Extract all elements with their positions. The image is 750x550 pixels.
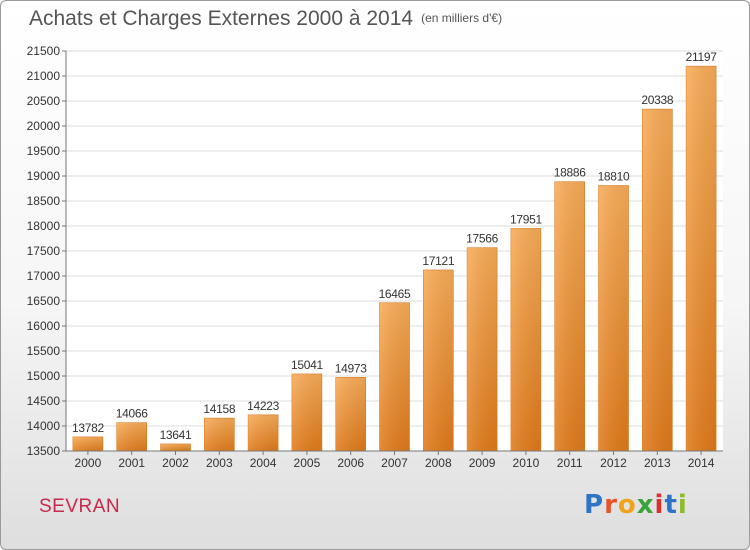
bar-shade bbox=[467, 247, 498, 451]
x-tick-label: 2002 bbox=[162, 456, 189, 470]
chart-title-text: Achats et Charges Externes 2000 à 2014 bbox=[29, 7, 414, 30]
y-tick-label: 18500 bbox=[27, 194, 61, 208]
data-label: 21197 bbox=[686, 50, 718, 64]
x-tick-label: 2008 bbox=[425, 456, 452, 470]
town-name: SEVRAN bbox=[39, 496, 121, 517]
y-tick-label: 14500 bbox=[27, 394, 61, 408]
bar-shade bbox=[116, 422, 147, 451]
y-tick-label: 16500 bbox=[27, 294, 61, 308]
y-tick-label: 15500 bbox=[27, 344, 61, 358]
y-tick-label: 21000 bbox=[27, 69, 61, 83]
y-tick-label: 21500 bbox=[27, 44, 61, 58]
data-label: 17121 bbox=[422, 254, 454, 268]
chart-unit-note: (en milliers d'€) bbox=[421, 11, 503, 25]
y-axis: 13500 14000 14500 15000 15500 16000 16500 17000… bbox=[27, 44, 67, 458]
data-label: 14066 bbox=[116, 407, 148, 421]
data-label: 17566 bbox=[466, 232, 498, 246]
data-label: 17951 bbox=[510, 212, 542, 226]
x-tick-label: 2001 bbox=[118, 456, 145, 470]
bar-shade bbox=[423, 269, 454, 451]
x-tick-label: 2009 bbox=[469, 456, 496, 470]
y-tick-label: 17500 bbox=[27, 244, 61, 258]
proxiti-logo[interactable]: Proxiti bbox=[584, 490, 688, 520]
data-label: 18886 bbox=[554, 166, 586, 180]
bar-shade bbox=[335, 377, 366, 451]
y-tick-label: 18000 bbox=[27, 219, 61, 233]
y-tick-label: 14000 bbox=[27, 419, 61, 433]
x-tick-label: 2011 bbox=[557, 456, 583, 470]
y-tick-label: 16000 bbox=[27, 319, 61, 333]
x-tick-label: 2010 bbox=[513, 456, 540, 470]
y-tick-label: 17000 bbox=[27, 269, 61, 283]
x-tick-label: 2006 bbox=[337, 456, 364, 470]
x-tick-label: 2014 bbox=[688, 456, 715, 470]
x-tick-label: 2004 bbox=[250, 456, 277, 470]
chart-title: Achats et Charges Externes 2000 à 2014 (e… bbox=[29, 7, 502, 31]
bar-shade bbox=[642, 109, 673, 451]
data-label: 18810 bbox=[598, 170, 630, 184]
bar-shade bbox=[248, 414, 279, 451]
y-tick-label: 19000 bbox=[27, 169, 61, 183]
x-tick-label: 2003 bbox=[206, 456, 233, 470]
bar-shade bbox=[379, 302, 410, 451]
bars: 13782 14066 13641 14158 14223 15041 14973 16465… bbox=[72, 50, 718, 452]
bar-shade bbox=[291, 373, 322, 451]
data-label: 20338 bbox=[641, 93, 673, 107]
y-tick-label: 20500 bbox=[27, 94, 61, 108]
x-tick-label: 2007 bbox=[381, 456, 408, 470]
x-axis: 2000 2001 2002 2003 2004 2005 2006 2007 2008 2009… bbox=[66, 450, 723, 470]
bar-shade bbox=[510, 228, 541, 451]
x-tick-label: 2000 bbox=[75, 456, 102, 470]
x-tick-label: 2013 bbox=[644, 456, 671, 470]
data-label: 13782 bbox=[72, 421, 104, 435]
x-tick-label: 2005 bbox=[294, 456, 321, 470]
data-label: 14223 bbox=[247, 399, 279, 413]
bar-shade bbox=[554, 181, 585, 451]
y-tick-label: 20000 bbox=[27, 119, 61, 133]
data-label: 14973 bbox=[335, 361, 367, 375]
y-tick-label: 19500 bbox=[27, 144, 61, 158]
bar-shade bbox=[598, 185, 629, 451]
data-label: 16465 bbox=[379, 287, 411, 301]
data-label: 14158 bbox=[203, 402, 235, 416]
bar-shade bbox=[160, 443, 191, 451]
y-tick-label: 13500 bbox=[27, 444, 61, 458]
x-tick-label: 2012 bbox=[600, 456, 627, 470]
data-label: 15041 bbox=[291, 358, 323, 372]
data-label: 13641 bbox=[160, 428, 192, 442]
bar-shade bbox=[204, 418, 235, 451]
bar-shade bbox=[686, 66, 717, 452]
y-tick-label: 15000 bbox=[27, 369, 61, 383]
bar-shade bbox=[72, 436, 103, 451]
